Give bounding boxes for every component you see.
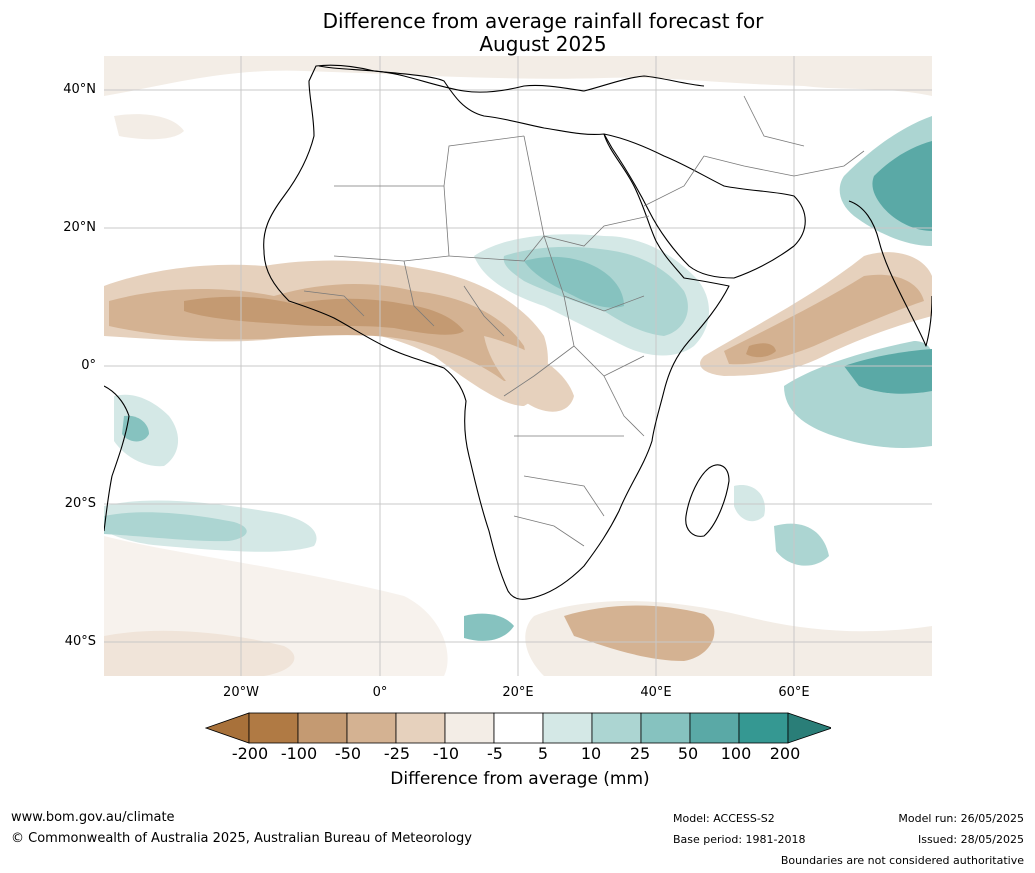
india-coastline — [848, 200, 932, 347]
wet-area-south-atlantic-band-core — [104, 512, 247, 542]
wet-area-sahel-east-strong — [524, 256, 624, 308]
lon-label-40e: 40°E — [640, 685, 672, 700]
lat-label-20n: 20°N — [63, 220, 96, 235]
footer-copyright: © Commonwealth of Australia 2025, Austra… — [11, 831, 472, 846]
colorbar-swatch — [395, 712, 446, 744]
wet-area-indian-ocean-south-core — [844, 349, 932, 394]
colorbar-title: Difference from average (mm) — [390, 769, 650, 789]
lon-label-60e: 60°E — [778, 685, 810, 700]
title-line-1: Difference from average rainfall forecas… — [322, 9, 764, 33]
dry-area-indian-ocean-core — [724, 274, 924, 365]
colorbar-tick: 100 — [720, 744, 752, 763]
colorbar-tick: -5 — [487, 744, 503, 763]
wet-area-madagascar-east — [734, 485, 765, 522]
title-line-2: August 2025 — [479, 32, 607, 56]
colorbar-tick: 5 — [537, 744, 549, 763]
colorbar-swatch — [248, 712, 299, 744]
dry-area-north-africa-small — [114, 114, 184, 140]
colorbar-tick: 50 — [677, 744, 699, 763]
madagascar-coastline — [685, 464, 730, 537]
wet-area-arabian-sea-core — [872, 141, 932, 231]
coastlines — [104, 64, 932, 600]
colorbar-arrow-high — [787, 712, 831, 744]
colorbar — [205, 712, 831, 744]
wet-area-atlantic-south-core — [122, 415, 149, 442]
colorbar-swatch — [297, 712, 348, 744]
colorbar-swatch — [493, 712, 544, 744]
colorbar-swatch — [689, 712, 740, 744]
colorbar-swatch — [542, 712, 593, 744]
dry-area-central-africa — [484, 336, 574, 412]
wet-area-indian-ocean-mid — [774, 523, 829, 566]
colorbar-tick: 200 — [769, 744, 801, 763]
footer-model: Model: ACCESS-S2 — [673, 812, 775, 825]
colorbar-tick: -200 — [231, 744, 269, 763]
south-america-coastline — [104, 385, 130, 532]
colorbar-swatch — [738, 712, 789, 744]
map-title: Difference from average rainfall forecas… — [280, 10, 806, 56]
footer-base-period: Base period: 1981-2018 — [673, 833, 806, 846]
colorbar-tick: -100 — [280, 744, 318, 763]
dry-area-indian-ocean-strong — [746, 343, 776, 358]
dry-area-south-africa-ocean-core — [564, 605, 715, 661]
colorbar-swatch — [346, 712, 397, 744]
footer-website: www.bom.gov.au/climate — [11, 810, 175, 825]
country-borders — [303, 95, 865, 547]
footer-model-run: Model run: 26/05/2025 — [898, 812, 1024, 825]
colorbar-swatch — [591, 712, 642, 744]
footer-issued: Issued: 28/05/2025 — [917, 833, 1024, 846]
colorbar-tick: 10 — [580, 744, 602, 763]
colorbar-swatch — [444, 712, 495, 744]
colorbar-tick: -50 — [334, 744, 362, 763]
lat-label-20s: 20°S — [64, 496, 96, 511]
colorbar-tick: 25 — [629, 744, 651, 763]
dry-area-west-africa-strong — [184, 296, 464, 335]
lon-label-20e: 20°E — [502, 685, 534, 700]
africa-coastline — [263, 64, 730, 600]
lat-label-40n: 40°N — [63, 82, 96, 97]
footer-disclaimer: Boundaries are not considered authoritat… — [780, 854, 1024, 867]
wet-anomaly-areas — [104, 116, 932, 641]
wet-area-southeast-africa — [464, 613, 514, 641]
lon-label-20w: 20°W — [223, 685, 259, 700]
colorbar-tick: -25 — [383, 744, 411, 763]
lon-label-0: 0° — [372, 685, 388, 700]
colorbar-arrow-low — [205, 712, 250, 744]
colorbar-swatch — [640, 712, 691, 744]
dry-area-south-atlantic-faint — [104, 536, 448, 676]
rainfall-anomaly-map — [104, 56, 932, 676]
graticule — [104, 56, 932, 676]
arabian-peninsula-coastline — [603, 133, 806, 279]
lat-label-0: 0° — [81, 358, 96, 373]
europe-coastline — [318, 65, 705, 93]
colorbar-tick: -10 — [432, 744, 460, 763]
lat-label-40s: 40°S — [64, 634, 96, 649]
